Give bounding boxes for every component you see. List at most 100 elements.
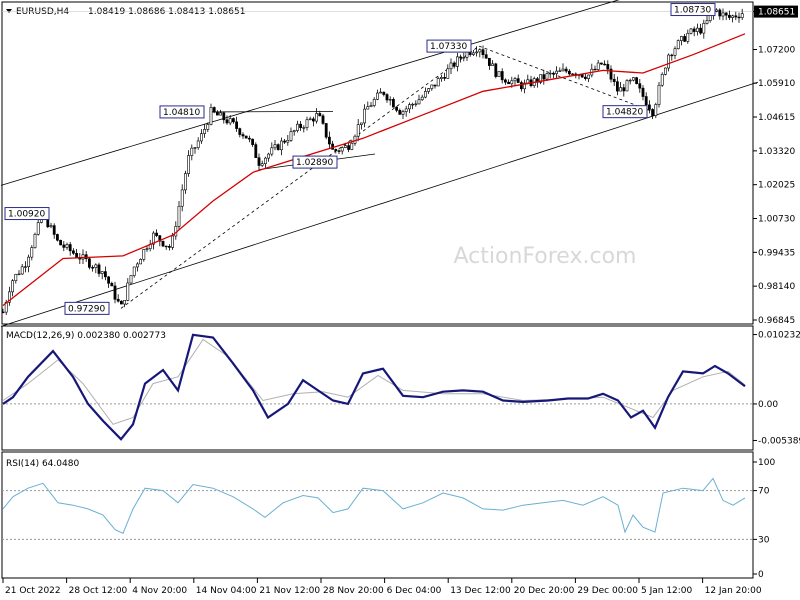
candle-body bbox=[657, 84, 661, 105]
candle-body bbox=[599, 62, 603, 65]
time-tick-label: 5 Jan 12:00 bbox=[641, 586, 693, 596]
candle-body bbox=[212, 107, 216, 113]
candle-body bbox=[302, 127, 306, 129]
candle-body bbox=[436, 78, 440, 87]
candle-body bbox=[292, 130, 296, 132]
candle-body bbox=[327, 136, 331, 145]
macd-tick-label: 0.00 bbox=[758, 400, 778, 410]
candle-body bbox=[395, 106, 399, 111]
rsi-tick-label: 70 bbox=[758, 487, 770, 497]
candle-body bbox=[471, 52, 475, 55]
candle-body bbox=[177, 205, 181, 227]
candle-body bbox=[686, 33, 690, 42]
candle-body bbox=[120, 300, 123, 305]
candle-body bbox=[241, 134, 245, 137]
candle-body bbox=[17, 273, 21, 276]
candle-body bbox=[679, 36, 683, 41]
candle-body bbox=[625, 80, 629, 92]
candle-body bbox=[382, 91, 386, 95]
candle-body bbox=[427, 88, 431, 92]
candle-body bbox=[356, 124, 360, 137]
dropdown-triangle-icon[interactable] bbox=[6, 9, 12, 13]
rsi-tick-label: 100 bbox=[758, 458, 775, 468]
candle-body bbox=[276, 144, 280, 151]
candle-body bbox=[510, 80, 514, 85]
candle-body bbox=[171, 235, 175, 248]
price-panel-frame bbox=[1, 1, 754, 325]
candle-body bbox=[513, 78, 517, 82]
candle-body bbox=[727, 14, 731, 18]
price-tick-label: 1.07200 bbox=[758, 45, 795, 55]
candle-body bbox=[718, 9, 722, 17]
candle-body bbox=[20, 266, 24, 275]
candle-body bbox=[545, 73, 549, 80]
candle-body bbox=[587, 74, 591, 79]
candle-body bbox=[497, 71, 501, 77]
candle-body bbox=[334, 149, 338, 152]
candle-body bbox=[244, 135, 248, 139]
channel-upper-line bbox=[0, 0, 620, 186]
price-tick-label: 0.99435 bbox=[758, 248, 795, 258]
candle-body bbox=[235, 121, 239, 129]
candle-body bbox=[539, 74, 543, 83]
candle-body bbox=[388, 99, 392, 101]
candle-body bbox=[683, 36, 687, 42]
candle-body bbox=[152, 232, 155, 245]
candle-body bbox=[481, 49, 485, 55]
candle-body bbox=[267, 153, 271, 159]
candle-body bbox=[216, 111, 219, 116]
candle-body bbox=[97, 264, 101, 274]
point-label: 1.08730 bbox=[674, 6, 711, 16]
price-tick-label: 1.00730 bbox=[758, 215, 795, 225]
candle-body bbox=[289, 131, 293, 141]
candle-body bbox=[238, 128, 242, 135]
candle-body bbox=[206, 124, 210, 130]
candle-body bbox=[55, 234, 59, 241]
candle-body bbox=[11, 280, 15, 293]
candle-body bbox=[347, 145, 351, 150]
price-tick-label: 1.03320 bbox=[758, 147, 795, 157]
candle-body bbox=[129, 275, 133, 284]
candle-body bbox=[187, 155, 191, 174]
candle-body bbox=[734, 15, 738, 18]
candle-body bbox=[62, 244, 66, 248]
candle-body bbox=[548, 72, 552, 75]
candle-body bbox=[724, 12, 728, 16]
rsi-title: RSI(14) 64.0480 bbox=[6, 459, 79, 469]
candle-body bbox=[583, 76, 587, 79]
candle-body bbox=[375, 92, 379, 100]
candle-body bbox=[606, 64, 610, 70]
candle-body bbox=[369, 105, 373, 108]
candle-body bbox=[1, 311, 5, 314]
candle-body bbox=[279, 140, 283, 151]
candle-body bbox=[430, 84, 434, 89]
candle-body bbox=[91, 267, 95, 269]
candle-body bbox=[443, 77, 447, 79]
candle-body bbox=[420, 96, 424, 101]
candle-body bbox=[75, 253, 79, 258]
rsi-tick-label: 30 bbox=[758, 535, 770, 545]
candle-body bbox=[571, 73, 575, 76]
price-point-labels: 1.00920 0.97290 1.04810 1.02890 1.07330 1.048… bbox=[4, 3, 716, 315]
candle-body bbox=[551, 72, 555, 75]
candle-body bbox=[72, 250, 75, 254]
candle-body bbox=[494, 63, 498, 77]
candle-body bbox=[311, 118, 315, 122]
candle-body bbox=[609, 68, 613, 80]
candle-body bbox=[526, 79, 530, 84]
candle-body bbox=[228, 118, 232, 124]
point-label-box bbox=[426, 39, 472, 53]
candle-body bbox=[222, 112, 226, 121]
triangle-upper-line bbox=[210, 111, 334, 113]
price-tick-label: 1.04615 bbox=[758, 113, 795, 123]
candle-body bbox=[337, 150, 341, 152]
candle-body bbox=[350, 142, 354, 150]
candle-body bbox=[248, 137, 251, 140]
candle-body bbox=[737, 16, 741, 19]
point-label-box bbox=[64, 301, 110, 315]
candle-body bbox=[641, 87, 645, 97]
candle-body bbox=[670, 54, 674, 57]
candle-body bbox=[283, 140, 287, 143]
candle-body bbox=[308, 118, 312, 121]
point-label-box bbox=[670, 3, 716, 17]
